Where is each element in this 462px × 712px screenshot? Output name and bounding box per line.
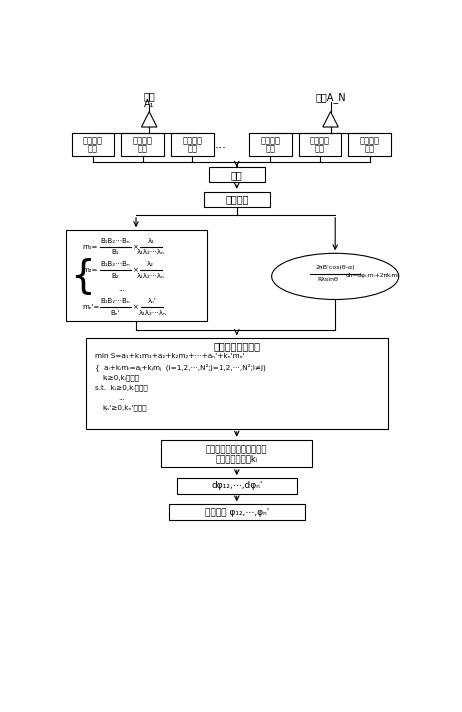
Text: mₙ'=: mₙ'=: [83, 304, 100, 310]
Text: 低通滤波: 低通滤波: [133, 137, 152, 145]
Text: 低通滤波: 低通滤波: [310, 137, 330, 145]
Text: B₁: B₁: [111, 249, 119, 256]
Text: kᵢ≥0,kᵢ为整数: kᵢ≥0,kᵢ为整数: [103, 375, 140, 382]
FancyBboxPatch shape: [209, 167, 265, 182]
Text: λ₂: λ₂: [147, 261, 154, 267]
Text: ×: ×: [132, 244, 138, 250]
Text: {  aᵢ+kᵢmᵢ=aⱼ+kⱼmⱼ  (i=1,2,⋯,N²;j=1,2,⋯,N²;i≠j): { aᵢ+kᵢmᵢ=aⱼ+kⱼmⱼ (i=1,2,⋯,N²;j=1,2,⋯,N²…: [95, 363, 266, 371]
Text: 低通滤波: 低通滤波: [261, 137, 280, 145]
Ellipse shape: [272, 253, 399, 300]
Text: kₙ'≥0,kₙ'为整数: kₙ'≥0,kₙ'为整数: [103, 404, 147, 412]
Text: λ₁λ₂⋯λₙ: λ₁λ₂⋯λₙ: [137, 249, 164, 256]
Text: 成像: 成像: [315, 144, 325, 153]
Text: Rλsinθ: Rλsinθ: [317, 277, 338, 282]
Text: 低通滤波: 低通滤波: [182, 137, 202, 145]
Text: λₙ': λₙ': [148, 298, 157, 304]
Text: 阵元: 阵元: [143, 92, 155, 102]
Text: 解缠结果 φ₁₂,⋯,φₙ': 解缠结果 φ₁₂,⋯,φₙ': [205, 508, 269, 516]
FancyBboxPatch shape: [169, 504, 304, 520]
FancyBboxPatch shape: [204, 192, 270, 207]
Text: m₁=: m₁=: [83, 244, 98, 250]
Text: B₁B₂⋯Bₙ: B₁B₂⋯Bₙ: [100, 238, 130, 244]
Text: 低通滤波: 低通滤波: [360, 137, 380, 145]
FancyBboxPatch shape: [348, 133, 391, 156]
Text: 成像: 成像: [187, 144, 197, 153]
FancyBboxPatch shape: [161, 439, 312, 467]
Text: ×: ×: [132, 304, 138, 310]
Text: 成像: 成像: [266, 144, 275, 153]
Text: min S=a₁+k₁m₁+a₂+k₂m₂+⋯+aₙ'+kₙ'mₙ': min S=a₁+k₁m₁+a₂+k₂m₂+⋯+aₙ'+kₙ'mₙ': [95, 353, 244, 360]
Text: B₁B₂⋯Bₙ: B₁B₂⋯Bₙ: [100, 298, 130, 304]
Text: 成像: 成像: [365, 144, 375, 153]
FancyBboxPatch shape: [171, 133, 213, 156]
Text: Bₙ': Bₙ': [110, 310, 120, 315]
Text: λ₁λ₂⋯λₙ: λ₁λ₂⋯λₙ: [137, 273, 164, 278]
FancyBboxPatch shape: [299, 133, 341, 156]
FancyBboxPatch shape: [66, 230, 207, 321]
Text: ×: ×: [132, 267, 138, 273]
Text: 阵元A_N: 阵元A_N: [315, 92, 346, 103]
Text: λ₁λ₂⋯λₙ: λ₁λ₂⋯λₙ: [139, 310, 166, 315]
Text: B₂: B₂: [111, 273, 119, 278]
FancyBboxPatch shape: [72, 133, 114, 156]
Text: s.t.  kᵢ≥0,kᵢ为整数: s.t. kᵢ≥0,kᵢ为整数: [95, 384, 148, 392]
Text: 配准: 配准: [231, 169, 243, 179]
Text: dh=dφᵢ·mᵢ+2πkᵢmᵢ: dh=dφᵢ·mᵢ+2πkᵢmᵢ: [346, 273, 400, 278]
FancyBboxPatch shape: [176, 478, 297, 493]
FancyBboxPatch shape: [85, 338, 388, 429]
Text: 构建整数规划模型: 构建整数规划模型: [213, 342, 260, 352]
Text: m₂=: m₂=: [83, 267, 98, 273]
Text: ...: ...: [118, 286, 125, 292]
Text: A₁: A₁: [144, 98, 154, 108]
Text: 2πB'cos(θ-α): 2πB'cos(θ-α): [316, 266, 355, 271]
Text: λ₁: λ₁: [147, 238, 154, 244]
Text: B₁B₂⋯Bₙ: B₁B₂⋯Bₙ: [100, 261, 130, 267]
Text: {: {: [70, 256, 95, 295]
Text: 低通滤波: 低通滤波: [83, 137, 103, 145]
Text: 法）求解最优值kᵢ: 法）求解最优值kᵢ: [216, 454, 258, 464]
Text: dφ₁₂,⋯,dφₙ': dφ₁₂,⋯,dφₙ': [211, 481, 262, 491]
Text: ...: ...: [118, 395, 125, 401]
FancyBboxPatch shape: [122, 133, 164, 156]
Text: 成像: 成像: [138, 144, 148, 153]
Text: ...: ...: [214, 138, 226, 151]
FancyBboxPatch shape: [249, 133, 292, 156]
Text: 利用分枝定界法（或割平面: 利用分枝定界法（或割平面: [206, 445, 267, 454]
Text: 干涉图集: 干涉图集: [225, 194, 249, 204]
Text: 成像: 成像: [88, 144, 98, 153]
